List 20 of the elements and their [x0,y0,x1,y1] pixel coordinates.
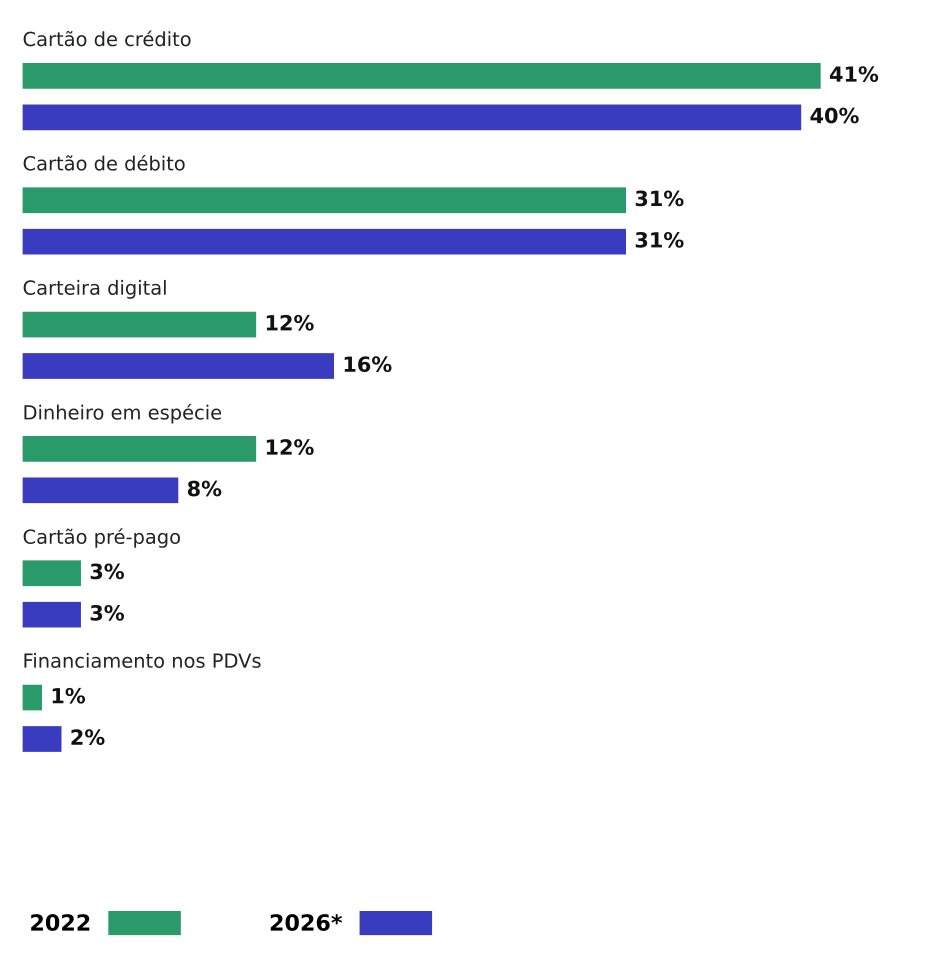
y-tick-label: Cartão de crédito [24,30,191,46]
y-tick-label: Cartão pré-pago [24,528,180,548]
data-label: 8% [188,480,222,496]
y-tick-label: Cartão de débito [24,154,185,171]
y-tick-label: Carteira digital [24,280,166,299]
data-label: 12% [266,439,314,455]
data-label: 31% [636,232,684,248]
legend-label: 2022 [31,914,90,931]
data-label: 41% [830,66,878,82]
data-label: 16% [344,356,392,372]
y-tick-label: Dinheiro em espécie [24,404,222,424]
data-label: 3% [90,604,124,621]
legend-label: 2026* [270,914,342,931]
data-label: 31% [636,190,684,206]
data-label: 2% [71,729,105,746]
data-label: 3% [90,564,124,580]
data-label: 1% [52,688,86,704]
data-label: 40% [810,108,859,124]
y-tick-label: Financiamento nos PDVs [24,652,261,668]
data-label: 12% [266,314,314,331]
